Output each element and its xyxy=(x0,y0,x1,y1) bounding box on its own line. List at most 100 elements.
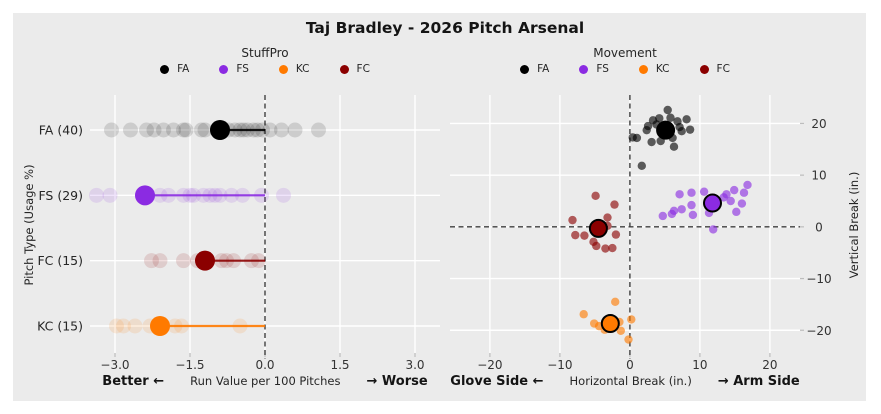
fc-color-dot-icon xyxy=(339,64,349,74)
movement-point-fa xyxy=(677,126,686,136)
legend-item-fc: FC xyxy=(699,63,730,75)
worse-label: → Worse xyxy=(366,374,428,389)
movement-point-fa xyxy=(663,105,672,115)
stuffpro-mean-dot-kc xyxy=(150,315,170,336)
stuffpro-point-fa xyxy=(194,122,209,138)
movement-point-fs xyxy=(699,187,709,196)
movement-mean-dot-fc xyxy=(588,218,608,238)
legend-label: KC xyxy=(655,63,670,75)
movement-point-fc xyxy=(568,215,577,225)
stuffpro-legend: StuffPro FA FS KC FC xyxy=(90,46,440,75)
stuffpro-point-fa xyxy=(156,122,171,138)
movement-ytick-label: 20 xyxy=(811,117,826,131)
fa-color-dot-icon xyxy=(520,64,530,74)
stuffpro-y-axis-label: Pitch Type (Usage %) xyxy=(22,164,36,286)
movement-point-fa xyxy=(655,114,664,123)
movement-point-fa xyxy=(669,142,679,151)
stuffpro-xtick-label: 0.0 xyxy=(255,358,274,372)
movement-point-fc xyxy=(610,200,619,209)
movement-point-fc xyxy=(591,191,600,201)
legend-item-kc: KC xyxy=(638,63,670,75)
movement-point-fs xyxy=(677,205,686,214)
movement-point-kc xyxy=(627,315,636,324)
movement-point-fs xyxy=(709,225,718,234)
movement-mean-dot-kc xyxy=(600,314,620,334)
movement-point-fs xyxy=(732,207,741,217)
row-label-fc: FC (15) xyxy=(37,253,83,268)
stuffpro-point-fc xyxy=(152,253,168,269)
movement-x-axis-caption: Glove Side ← Horizontal Break (in.) → Ar… xyxy=(450,374,800,389)
stuffpro-point-fa xyxy=(146,122,162,138)
movement-point-fa xyxy=(632,133,642,143)
movement-point-fs xyxy=(687,188,696,197)
stuffpro-xtick-label: −3.0 xyxy=(100,358,129,372)
movement-point-fs xyxy=(726,196,735,206)
kc-color-dot-icon xyxy=(638,64,648,74)
stuffpro-point-fa xyxy=(104,122,119,138)
movement-point-fs xyxy=(688,210,698,220)
stuffpro-mean-dot-fs xyxy=(135,185,155,206)
movement-xtick-label: −20 xyxy=(477,358,502,372)
fs-color-dot-icon xyxy=(579,64,589,74)
stuffpro-point-kc xyxy=(116,318,131,334)
glove-side-label: Glove Side ← xyxy=(450,374,544,389)
legend-item-fs: FS xyxy=(219,63,249,75)
fa-color-dot-icon xyxy=(160,64,170,74)
stuffpro-point-fs xyxy=(102,187,118,203)
movement-legend-title: Movement xyxy=(593,46,657,60)
movement-point-fs xyxy=(687,200,696,210)
movement-point-fc xyxy=(571,230,580,240)
legend-label: FA xyxy=(177,63,190,75)
stuffpro-point-fa xyxy=(197,122,213,138)
movement-ytick-label: 10 xyxy=(811,169,826,183)
stuffpro-point-fs xyxy=(89,187,104,203)
movement-legend-items: FA FS KC FC xyxy=(450,63,800,75)
movement-point-fa xyxy=(682,115,691,124)
figure-title: Taj Bradley - 2026 Pitch Arsenal xyxy=(305,19,585,37)
row-label-fa: FA (40) xyxy=(39,123,83,138)
row-label-fs: FS (29) xyxy=(38,188,83,203)
stuffpro-point-fa xyxy=(176,122,191,138)
movement-point-kc xyxy=(624,335,633,344)
legend-item-fs: FS xyxy=(579,63,609,75)
stuffpro-x-axis-label: Run Value per 100 Pitches xyxy=(190,374,341,388)
legend-item-fa: FA xyxy=(520,63,549,75)
stuffpro-point-fa xyxy=(311,122,326,138)
legend-label: FA xyxy=(537,63,550,75)
movement-point-fs xyxy=(669,206,679,216)
movement-point-kc xyxy=(579,310,588,319)
movement-point-fs xyxy=(658,211,667,221)
movement-point-kc xyxy=(611,297,620,307)
movement-point-fa xyxy=(643,121,653,131)
stuffpro-point-fa xyxy=(274,122,289,138)
movement-legend: Movement FA FS KC FC xyxy=(450,46,800,75)
movement-point-fc xyxy=(592,241,601,251)
stuffpro-point-fa xyxy=(166,122,181,138)
figure-canvas: Taj Bradley - 2026 Pitch Arsenal StuffPr… xyxy=(13,13,866,401)
legend-item-fa: FA xyxy=(160,63,189,75)
movement-point-fs xyxy=(737,199,747,208)
stuffpro-point-fa xyxy=(287,122,303,138)
stuffpro-point-fs xyxy=(276,187,291,203)
movement-point-fs xyxy=(730,185,739,195)
movement-ytick-label: 0 xyxy=(815,220,823,234)
movement-point-fc xyxy=(608,243,617,253)
legend-label: FC xyxy=(716,63,730,75)
movement-point-fc xyxy=(611,230,621,239)
kc-color-dot-icon xyxy=(278,64,288,74)
movement-point-fc xyxy=(603,213,612,222)
movement-xtick-label: −10 xyxy=(547,358,572,372)
plots-svg: FA (40) FS (29) FC (15) KC (15) −3.0 −1.5 0.0 1… xyxy=(37,95,832,372)
movement-point-fs xyxy=(675,190,684,199)
legend-item-kc: KC xyxy=(278,63,310,75)
movement-point-fa xyxy=(685,125,695,134)
movement-point-fa xyxy=(637,161,646,171)
movement-point-fa xyxy=(647,137,656,147)
movement-point-fs xyxy=(739,188,749,197)
arm-side-label: → Arm Side xyxy=(717,374,800,389)
movement-point-fc xyxy=(601,244,610,253)
movement-ytick-label: −10 xyxy=(806,272,831,286)
movement-mean-dot-fs xyxy=(703,193,722,213)
legend-label: FC xyxy=(356,63,370,75)
